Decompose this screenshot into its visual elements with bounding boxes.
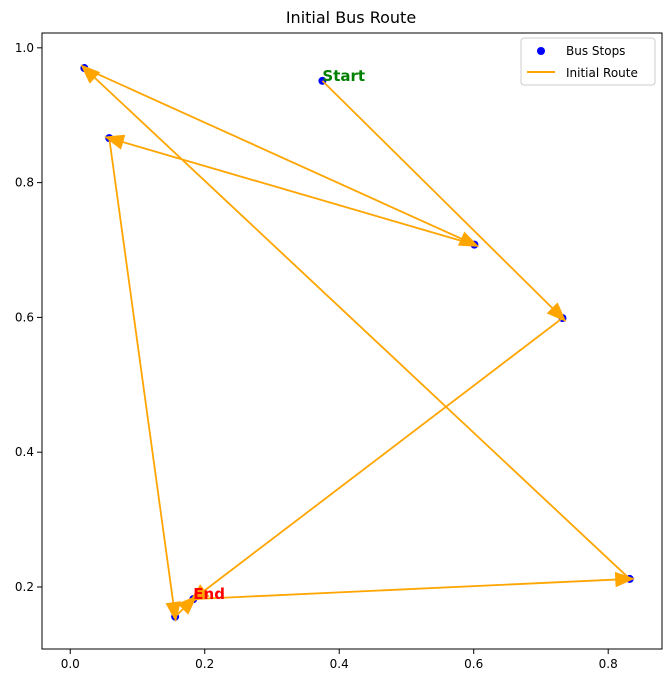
x-tick-label: 0.4	[330, 657, 349, 671]
route-arrowhead	[177, 595, 198, 615]
route-segment	[203, 317, 564, 592]
x-tick-label: 0.2	[195, 657, 214, 671]
y-tick-label: 0.8	[15, 176, 34, 190]
legend-box	[520, 37, 656, 86]
route-segment	[122, 141, 475, 246]
route-segment	[83, 67, 463, 240]
route-arrowhead	[546, 302, 567, 322]
x-tick-label: 0.6	[464, 657, 483, 671]
legend-initial-route-label: Initial Route	[566, 66, 638, 80]
y-tick-label: 0.6	[15, 310, 34, 324]
x-tick-label: 0.0	[61, 657, 80, 671]
legend: Bus Stops Initial Route	[520, 37, 656, 86]
annotation-end: End	[193, 585, 225, 603]
legend-bus-stops-marker	[537, 47, 545, 55]
chart-title: Initial Bus Route	[286, 8, 416, 27]
y-tick-label: 0.2	[15, 580, 34, 594]
route-segment	[93, 76, 631, 580]
route-segment	[174, 608, 184, 618]
x-tick-label: 0.8	[599, 657, 618, 671]
plot-area: 0.0 0.2 0.4 0.6 0.8 0.2 0.4 0.6 0.8 1.0 Start End	[15, 32, 663, 671]
route-arrowhead	[457, 231, 480, 247]
annotation-start: Start	[322, 67, 365, 85]
axes-frame	[41, 32, 663, 650]
route-segment	[193, 578, 616, 601]
route-segment	[321, 80, 554, 309]
route-arrowhead	[614, 571, 636, 588]
route-segment	[108, 138, 175, 603]
legend-bus-stops-label: Bus Stops	[566, 44, 625, 58]
y-tick-label: 0.4	[15, 445, 34, 459]
y-tick-label: 1.0	[15, 41, 34, 55]
